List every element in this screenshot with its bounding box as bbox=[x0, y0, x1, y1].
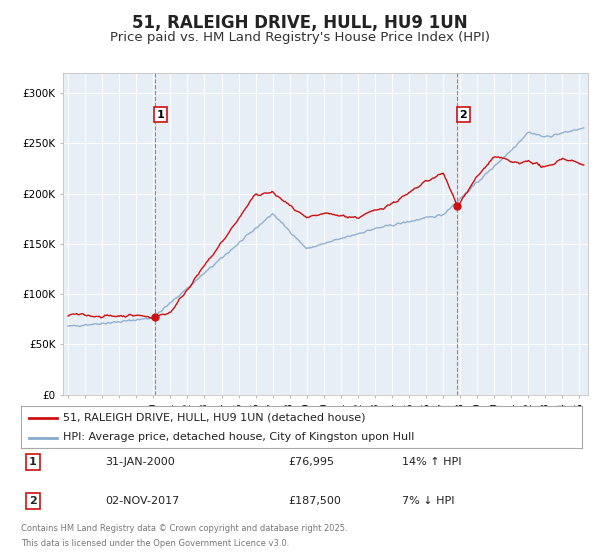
Text: This data is licensed under the Open Government Licence v3.0.: This data is licensed under the Open Gov… bbox=[21, 539, 289, 548]
Text: 31-JAN-2000: 31-JAN-2000 bbox=[105, 457, 175, 467]
Text: £76,995: £76,995 bbox=[288, 457, 334, 467]
Text: 51, RALEIGH DRIVE, HULL, HU9 1UN (detached house): 51, RALEIGH DRIVE, HULL, HU9 1UN (detach… bbox=[63, 413, 365, 423]
Text: 1: 1 bbox=[157, 110, 164, 120]
Text: 7% ↓ HPI: 7% ↓ HPI bbox=[402, 496, 455, 506]
Text: Price paid vs. HM Land Registry's House Price Index (HPI): Price paid vs. HM Land Registry's House … bbox=[110, 31, 490, 44]
Text: 2: 2 bbox=[29, 496, 37, 506]
Text: 1: 1 bbox=[29, 457, 37, 467]
Text: £187,500: £187,500 bbox=[288, 496, 341, 506]
Text: HPI: Average price, detached house, City of Kingston upon Hull: HPI: Average price, detached house, City… bbox=[63, 432, 415, 442]
Text: 14% ↑ HPI: 14% ↑ HPI bbox=[402, 457, 461, 467]
Text: Contains HM Land Registry data © Crown copyright and database right 2025.: Contains HM Land Registry data © Crown c… bbox=[21, 524, 347, 533]
Text: 02-NOV-2017: 02-NOV-2017 bbox=[105, 496, 179, 506]
Text: 51, RALEIGH DRIVE, HULL, HU9 1UN: 51, RALEIGH DRIVE, HULL, HU9 1UN bbox=[132, 14, 468, 32]
Text: 2: 2 bbox=[460, 110, 467, 120]
